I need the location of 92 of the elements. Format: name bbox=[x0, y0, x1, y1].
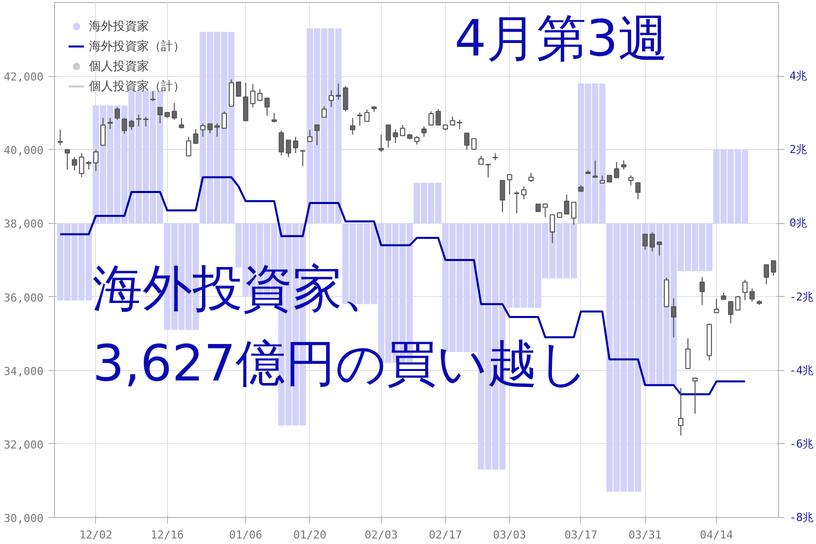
y-tick-label: 34,000 bbox=[4, 364, 44, 378]
candlestick bbox=[114, 106, 120, 120]
x-tick-label: 12/16 bbox=[150, 528, 184, 542]
candlestick bbox=[342, 86, 348, 112]
y2-tick-label: 2兆 bbox=[790, 143, 808, 156]
candlestick bbox=[272, 112, 277, 123]
annotation: 海外投資家、 bbox=[92, 260, 392, 318]
candlestick bbox=[528, 172, 534, 183]
y2-tick-label: -8兆 bbox=[790, 511, 814, 524]
line-series bbox=[59, 176, 746, 396]
candlestick bbox=[64, 149, 70, 170]
candlestick bbox=[749, 288, 755, 302]
x-tick-label: 01/20 bbox=[293, 528, 326, 542]
candlestick bbox=[457, 119, 462, 130]
candlestick bbox=[392, 128, 398, 144]
candlestick bbox=[614, 161, 620, 178]
candlestick bbox=[328, 90, 334, 108]
candlestick bbox=[700, 276, 705, 306]
candlestick bbox=[314, 124, 320, 146]
candlestick bbox=[128, 119, 134, 130]
candlestick bbox=[678, 388, 684, 436]
y2-tick-label: 0兆 bbox=[790, 216, 808, 230]
candlestick bbox=[307, 129, 312, 142]
x-tick-label: 03/03 bbox=[493, 528, 526, 542]
x-tick-label: 12/02 bbox=[79, 528, 112, 542]
candlestick bbox=[72, 156, 78, 171]
candlestick bbox=[193, 128, 198, 144]
candlestick bbox=[350, 118, 356, 136]
candlestick bbox=[671, 298, 676, 338]
annotation: 3,627億円の買い越し bbox=[92, 334, 589, 392]
candlestick bbox=[321, 106, 327, 118]
candlestick bbox=[621, 160, 626, 170]
y-tick-label: 42,000 bbox=[4, 70, 44, 84]
candlestick bbox=[78, 152, 84, 178]
annotation: 4月第3週 bbox=[454, 10, 668, 68]
candlestick bbox=[178, 118, 184, 129]
y2-tick-label: -6兆 bbox=[790, 437, 814, 450]
y2-tick-label: -2兆 bbox=[790, 290, 814, 304]
candlestick bbox=[770, 260, 776, 276]
candlestick bbox=[122, 118, 128, 134]
y-tick-label: 38,000 bbox=[4, 218, 44, 231]
candlestick bbox=[714, 298, 720, 314]
y2-tick-label: -4兆 bbox=[790, 364, 814, 377]
candlestick bbox=[136, 114, 142, 127]
candlestick bbox=[357, 112, 362, 126]
candlestick bbox=[692, 376, 698, 414]
candlestick bbox=[236, 81, 242, 97]
x-tick-label: 03/31 bbox=[628, 528, 662, 542]
x-tick-label: 04/14 bbox=[700, 528, 734, 542]
legend-label: 海外投資家 bbox=[89, 18, 149, 34]
x-tick-label: 03/17 bbox=[564, 528, 598, 542]
x-tick-label: 01/06 bbox=[229, 528, 262, 542]
x-tick-label: 02/17 bbox=[428, 528, 462, 542]
y-tick-label: 40,000 bbox=[4, 144, 44, 158]
candlestick bbox=[300, 150, 306, 167]
y-tick-label: 30,000 bbox=[4, 512, 44, 525]
y-tick-label: 36,000 bbox=[4, 291, 44, 304]
candlestick bbox=[264, 98, 270, 116]
legend-label: 個人投資家（計） bbox=[89, 78, 185, 94]
candlestick bbox=[292, 136, 298, 154]
candlestick bbox=[207, 123, 213, 134]
candlestick bbox=[150, 90, 156, 102]
candlestick bbox=[143, 116, 148, 127]
legend-label: 海外投資家（計） bbox=[89, 38, 185, 54]
candlestick bbox=[200, 123, 206, 138]
candlestick bbox=[157, 106, 163, 124]
y2-tick-label: 4兆 bbox=[790, 70, 808, 83]
candlestick bbox=[592, 160, 598, 178]
candlestick bbox=[108, 118, 113, 130]
candlestick bbox=[100, 118, 106, 146]
candlestick bbox=[742, 279, 748, 301]
candlestick bbox=[278, 130, 284, 156]
candlestick bbox=[286, 140, 292, 158]
candlestick bbox=[58, 129, 63, 146]
candlestick bbox=[186, 136, 192, 156]
candlestick bbox=[364, 109, 370, 122]
candlestick bbox=[506, 174, 512, 196]
candlestick bbox=[421, 126, 427, 138]
candlestick bbox=[378, 134, 384, 152]
candlestick bbox=[764, 264, 770, 285]
candlestick bbox=[500, 180, 506, 213]
legend-label: 個人投資家 bbox=[89, 58, 149, 74]
candlestick bbox=[464, 132, 470, 151]
x-tick-label: 02/03 bbox=[364, 528, 398, 542]
candlestick bbox=[400, 124, 406, 136]
candlestick bbox=[386, 124, 391, 148]
y-tick-label: 32,000 bbox=[4, 438, 44, 452]
candlestick bbox=[228, 78, 234, 107]
candlestick bbox=[685, 338, 691, 370]
candlestick bbox=[336, 82, 342, 100]
candlestick bbox=[635, 182, 641, 200]
candlestick bbox=[628, 174, 634, 186]
